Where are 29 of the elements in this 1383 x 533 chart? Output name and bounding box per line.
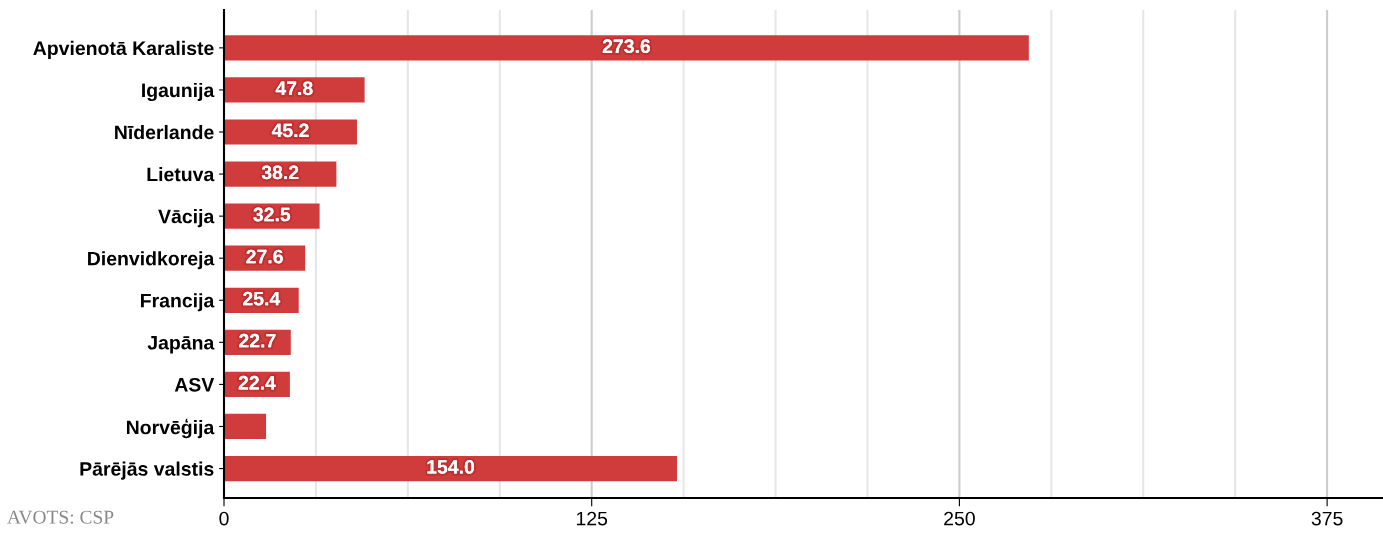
y-tick-label: Apvienotā Karaliste — [33, 40, 214, 59]
data-label: 273.6 — [602, 39, 651, 54]
y-tick-label: Nīderlande — [115, 124, 214, 140]
data-label: 22.4 — [238, 375, 276, 390]
data-label: 27.6 — [246, 249, 283, 264]
bar — [224, 35, 1029, 61]
text: AVOTS: CSP — [7, 510, 114, 524]
y-tick-label: Japāna — [147, 336, 215, 354]
y-tick-label: Vācija — [158, 209, 215, 228]
y-tick-label: Lietuva — [147, 167, 215, 182]
y-tick-label: Francija — [141, 293, 215, 312]
y-tick-label: ASV — [174, 377, 215, 392]
data-label: 45.2 — [271, 123, 309, 138]
data-label: 47.8 — [275, 81, 313, 96]
bar — [224, 413, 267, 440]
y-tick-label: Pārējās valstis — [80, 461, 214, 480]
bar — [224, 455, 678, 482]
y-tick-label: Dienvidkoreja — [88, 251, 215, 270]
x-tick-label: 0 — [219, 511, 229, 526]
x-tick-label: 375 — [1311, 511, 1343, 526]
data-label: 32.5 — [253, 207, 291, 222]
y-tick-label: Norvēģija — [126, 418, 215, 439]
y-tick-label: Igaunija — [142, 82, 215, 102]
data-label: 154.0 — [427, 460, 475, 474]
data-label: 38.2 — [261, 165, 299, 180]
x-tick-label: 250 — [944, 511, 975, 526]
data-label: 25.4 — [243, 291, 281, 306]
data-label: 22.7 — [239, 333, 276, 348]
x-tick-label: 125 — [576, 511, 608, 526]
